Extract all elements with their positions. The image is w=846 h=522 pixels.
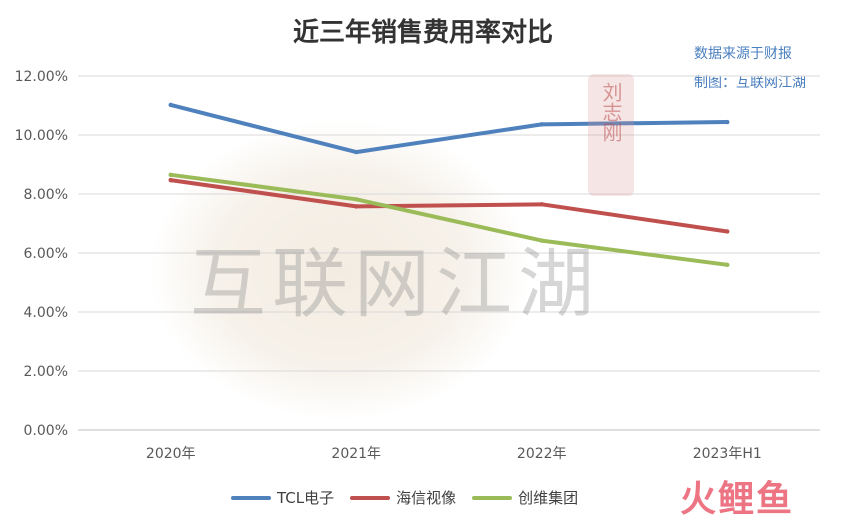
x-tick-label: 2022年 (517, 446, 567, 462)
x-axis: 2020年 2021年 2022年 2023年H1 (146, 446, 762, 462)
seal-text: 刘志刚 (599, 82, 623, 142)
legend-swatch-skyworth (472, 495, 513, 500)
ink-circle-watermark (150, 120, 530, 420)
y-tick-label: 10.00% (15, 128, 68, 144)
data-point (168, 102, 173, 108)
data-point (168, 172, 173, 178)
corner-logo: 火鲤鱼 (680, 479, 795, 520)
legend-item-hisense: 海信视像 (350, 487, 456, 508)
legend-label-hisense: 海信视像 (396, 489, 457, 507)
series-line-0 (168, 102, 730, 155)
legend-swatch-hisense (350, 495, 391, 500)
y-axis: 0.00% 2.00% 4.00% 6.00% 8.00% 10.00% 12.00% (15, 69, 68, 439)
legend-swatch-tcl (231, 495, 271, 500)
author-seal: 刘志刚 (588, 74, 634, 196)
y-tick-label: 4.00% (24, 305, 68, 321)
data-point (354, 149, 359, 155)
legend-item-skyworth: 创维集团 (472, 487, 578, 508)
chart-legend: TCL电子 海信视像 创维集团 (231, 487, 594, 508)
y-tick-label: 2.00% (24, 364, 68, 380)
x-tick-label: 2023年H1 (693, 446, 762, 462)
data-point (725, 229, 730, 234)
author-line: 制图：互联网江湖 (694, 75, 806, 91)
y-tick-label: 8.00% (24, 187, 68, 203)
data-point (354, 204, 359, 209)
y-tick-label: 12.00% (15, 69, 68, 85)
data-point (539, 122, 544, 127)
data-point (725, 262, 730, 267)
watermark-text: 互联网江湖 (190, 239, 600, 328)
series-lines (168, 102, 730, 267)
y-tick-label: 0.00% (24, 423, 68, 439)
y-tick-label: 6.00% (24, 246, 68, 262)
data-point (539, 238, 544, 243)
legend-item-tcl: TCL电子 (231, 487, 334, 508)
source-line: 数据来源于财报 (694, 46, 792, 62)
chart-title: 近三年销售费用率对比 (292, 18, 553, 48)
x-tick-label: 2021年 (331, 446, 381, 462)
chart-grid (78, 75, 820, 431)
legend-label-tcl: TCL电子 (277, 489, 335, 507)
data-point (168, 177, 173, 183)
data-point (725, 119, 730, 125)
line-chart: 0.00% 2.00% 4.00% 6.00% 8.00% 10.00% 12.00% 20… (15, 69, 820, 462)
data-point (539, 202, 544, 207)
x-tick-label: 2020年 (146, 446, 196, 462)
data-point (354, 197, 359, 202)
source-note: 数据来源于财报 制图：互联网江湖 (694, 40, 806, 98)
legend-label-skyworth: 创维集团 (518, 489, 579, 507)
series-line-1 (168, 178, 730, 234)
series-line-2 (168, 172, 730, 267)
